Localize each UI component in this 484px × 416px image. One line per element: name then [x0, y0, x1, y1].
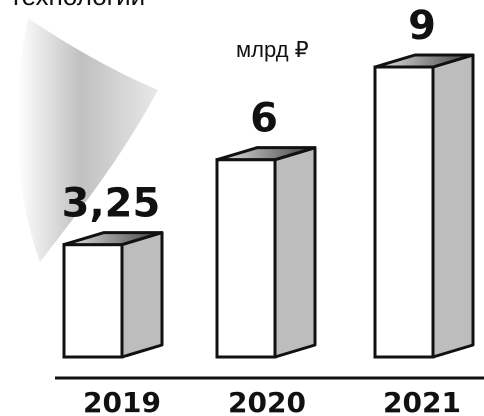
year-label-2020: 2020 — [228, 386, 306, 416]
bar-side-2021 — [431, 53, 475, 359]
bar-top-2019 — [62, 231, 164, 247]
bar-side-2020 — [273, 146, 317, 359]
bar-front-2020 — [215, 158, 277, 359]
value-label-2019: 3,25 — [62, 181, 161, 227]
bar-top-2021 — [373, 53, 475, 69]
value-label-2020: 6 — [250, 96, 278, 142]
bar-front-2019 — [62, 243, 124, 359]
chart-title-fragment: технологии — [10, 0, 145, 11]
unit-label: млрд ₽ — [236, 37, 309, 62]
value-label-2021: 9 — [408, 3, 436, 49]
year-label-2021: 2021 — [383, 386, 461, 416]
bar-side-2019 — [120, 231, 164, 359]
bar-front-2021 — [373, 65, 435, 359]
bar-top-2020 — [215, 146, 317, 162]
bars-group: 3,25 6 9 — [62, 3, 475, 359]
decorative-arc — [17, 18, 158, 262]
year-label-2019: 2019 — [83, 386, 161, 416]
